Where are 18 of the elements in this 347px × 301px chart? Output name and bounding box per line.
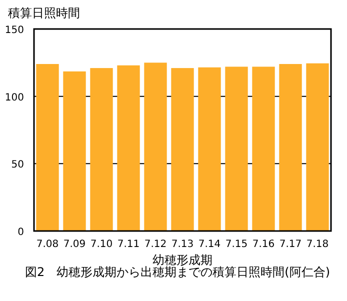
x-axis-title: 幼穂形成期: [152, 253, 212, 267]
x-tick-label: 7.13: [171, 239, 194, 250]
x-tick-label: 7.16: [252, 239, 275, 250]
x-tick-label: 7.14: [198, 239, 221, 250]
y-tick-label: 150: [4, 25, 24, 36]
x-tick-label: 7.17: [279, 239, 302, 250]
y-tick-label: 0: [18, 227, 24, 238]
x-tick-label: 7.11: [117, 239, 140, 250]
y-tick-label: 100: [4, 92, 24, 104]
y-axis-title: 積算日照時間: [8, 6, 80, 20]
x-tick-label: 7.09: [63, 239, 86, 250]
x-tick-label: 7.12: [144, 239, 167, 250]
x-tick-label: 7.18: [306, 239, 329, 250]
x-tick-label: 7.15: [225, 239, 248, 250]
text: 図2 幼穂形成期から出穂期までの積算日照時間(阿仁合): [25, 265, 330, 279]
x-tick-label: 7.08: [36, 239, 59, 250]
y-tick-label: 50: [11, 160, 24, 171]
x-tick-label: 7.10: [90, 239, 113, 250]
